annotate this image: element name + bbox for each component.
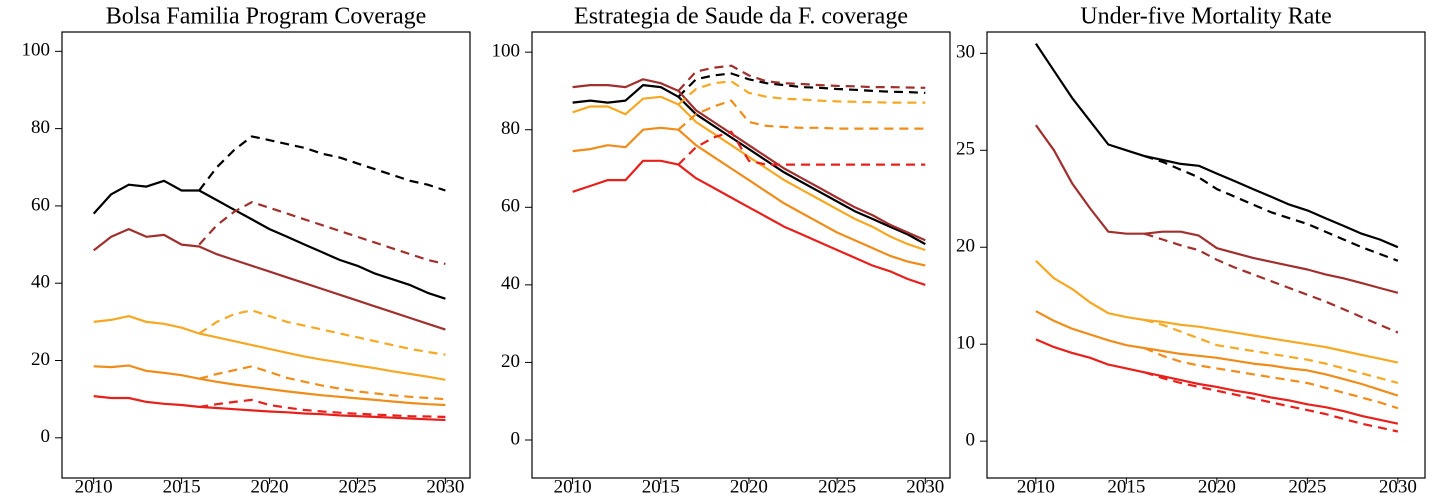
y-tick-label: 25 xyxy=(956,139,975,160)
y-tick-label: 20 xyxy=(501,351,520,372)
chart-title: Bolsa Familia Program Coverage xyxy=(106,4,427,30)
series-line xyxy=(1035,260,1399,364)
series-line xyxy=(572,126,926,267)
series-line xyxy=(198,309,446,356)
series-line xyxy=(198,201,446,265)
series-line xyxy=(572,84,926,246)
series-line xyxy=(1035,338,1399,425)
series-line xyxy=(93,395,446,422)
series-line xyxy=(92,179,446,300)
x-tick-label: 2025 xyxy=(338,476,376,497)
y-tick-label: 10 xyxy=(956,333,975,354)
x-tick-label: 2030 xyxy=(426,476,464,497)
series-line xyxy=(677,99,926,131)
series-line xyxy=(1144,155,1399,262)
y-tick-label: 80 xyxy=(501,118,520,139)
x-tick-label: 2020 xyxy=(251,476,289,497)
x-tick-label: 2030 xyxy=(1379,476,1417,497)
y-tick-label: 80 xyxy=(31,117,50,138)
series-line xyxy=(1035,310,1399,397)
y-tick-label: 40 xyxy=(31,272,50,293)
x-tick-label: 2025 xyxy=(1288,476,1326,497)
plot-frame xyxy=(531,31,951,479)
series-line xyxy=(1144,371,1399,433)
x-tick-label: 2020 xyxy=(1198,476,1236,497)
y-tick-label: 20 xyxy=(956,236,975,257)
series-line xyxy=(677,64,926,92)
plot-frame xyxy=(61,31,471,479)
x-tick-label: 2020 xyxy=(730,476,768,497)
series-line xyxy=(572,159,926,286)
x-tick-label: 2010 xyxy=(554,476,592,497)
series-line xyxy=(93,315,446,381)
series-line xyxy=(93,364,446,407)
chart-title: Under-five Mortality Rate xyxy=(1080,4,1331,30)
x-tick-label: 2015 xyxy=(1107,476,1145,497)
y-tick-label: 60 xyxy=(31,194,50,215)
series-line xyxy=(677,130,926,166)
series-line xyxy=(677,72,926,98)
y-tick-label: 20 xyxy=(31,349,50,370)
x-tick-label: 2010 xyxy=(1017,476,1055,497)
series-line xyxy=(1035,124,1399,294)
y-tick-label: 0 xyxy=(41,426,51,447)
series-line xyxy=(1034,42,1399,249)
x-tick-label: 2010 xyxy=(75,476,113,497)
x-tick-label: 2025 xyxy=(818,476,856,497)
y-tick-label: 0 xyxy=(966,430,976,451)
series-line xyxy=(198,365,446,401)
y-tick-label: 100 xyxy=(22,40,51,61)
y-tick-label: 30 xyxy=(956,42,975,63)
x-tick-label: 2015 xyxy=(163,476,201,497)
y-tick-label: 40 xyxy=(501,273,520,294)
series-line xyxy=(572,95,926,252)
chart-title: Estrategia de Saude da F. coverage xyxy=(574,4,908,30)
series-line xyxy=(198,135,446,192)
y-tick-label: 0 xyxy=(511,428,521,449)
plot-frame xyxy=(986,31,1426,479)
x-tick-label: 2015 xyxy=(642,476,680,497)
y-tick-label: 60 xyxy=(501,196,520,217)
series-line xyxy=(1144,347,1399,410)
x-tick-label: 2030 xyxy=(906,476,944,497)
series-line xyxy=(1144,318,1399,385)
y-tick-label: 100 xyxy=(492,41,521,62)
series-line xyxy=(93,228,446,331)
series-line xyxy=(572,78,926,242)
series-line xyxy=(677,80,926,106)
series-line xyxy=(199,398,446,418)
series-line xyxy=(1144,232,1399,334)
